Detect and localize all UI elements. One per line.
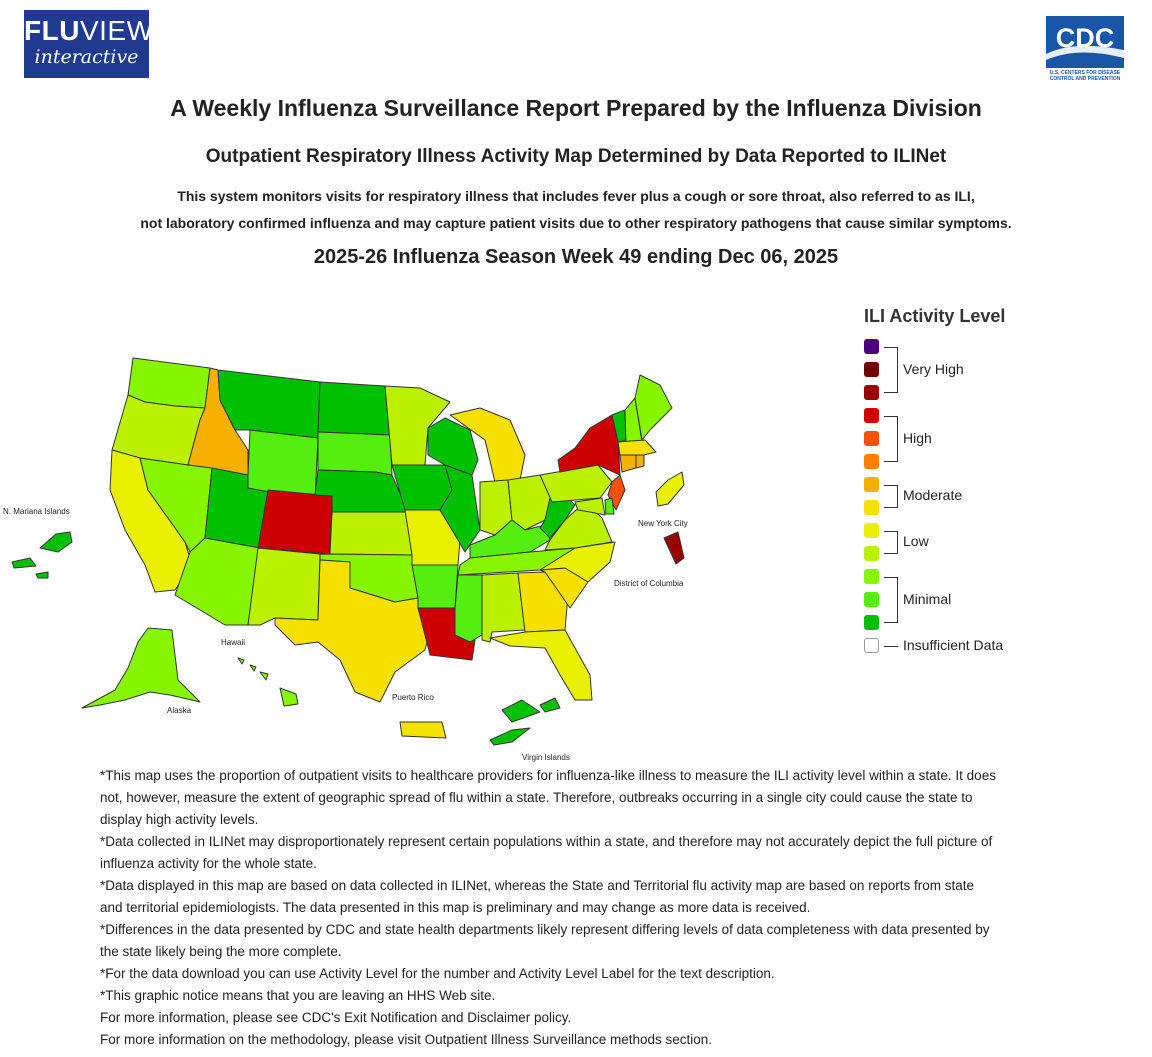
state-mi[interactable] xyxy=(449,407,526,483)
state-md[interactable] xyxy=(574,497,606,516)
state-il[interactable] xyxy=(439,464,481,553)
label-puerto-rico: Puerto Rico xyxy=(392,693,434,702)
state-ny[interactable] xyxy=(557,414,621,476)
legend-label-low: Low xyxy=(903,533,929,549)
fluview-logo-top: FLUVIEW xyxy=(24,15,154,46)
state-wi[interactable] xyxy=(427,417,479,476)
label-mariana: N. Mariana Islands xyxy=(3,507,70,516)
swatch-minimal-2 xyxy=(864,592,879,607)
swatch-high-1 xyxy=(864,408,879,423)
state-ms[interactable] xyxy=(454,574,483,643)
footnote: *This map uses the proportion of outpati… xyxy=(100,768,996,827)
bracket-minimal xyxy=(884,577,898,623)
cdc-logo[interactable]: CDC U.S. CENTERS FOR DISEASE CONTROL AND… xyxy=(1044,14,1126,82)
state-dc[interactable] xyxy=(655,471,685,507)
swatch-very-high-1 xyxy=(864,339,879,354)
legend-label-insufficient: Insufficient Data xyxy=(903,637,1004,653)
legend-label-very-high: Very High xyxy=(903,361,964,377)
swatch-minimal-3 xyxy=(864,615,879,630)
cdc-logo-subtext: U.S. CENTERS FOR DISEASE CONTROL AND PRE… xyxy=(1049,70,1121,82)
bracket-insufficient xyxy=(884,646,898,647)
cdc-logo-text: CDC xyxy=(1056,23,1115,53)
state-wy[interactable] xyxy=(247,429,319,501)
swatch-high-3 xyxy=(864,454,879,469)
swatch-minimal-1 xyxy=(864,569,879,584)
label-alaska: Alaska xyxy=(167,706,192,715)
state-al[interactable] xyxy=(481,572,526,643)
footnote: *For the data download you can use Activ… xyxy=(100,966,775,981)
fluview-logo-bottom: interactive xyxy=(34,46,139,68)
label-virgin-islands: Virgin Islands xyxy=(522,753,570,762)
state-ks[interactable] xyxy=(329,511,413,556)
state-ma[interactable] xyxy=(617,439,657,457)
state-co[interactable] xyxy=(257,489,333,555)
footnote: For more information, please see CDC's E… xyxy=(100,1010,572,1025)
ili-activity-map: N. Mariana Islands New York City Distric… xyxy=(3,357,688,762)
legend-label-minimal: Minimal xyxy=(903,591,952,607)
footnotes: *This map uses the proportion of outpati… xyxy=(100,765,1000,1051)
legend-label-moderate: Moderate xyxy=(903,487,963,503)
page-title: A Weekly Influenza Surveillance Report P… xyxy=(170,95,982,121)
footnote: *Differences in the data presented by CD… xyxy=(100,922,990,959)
footnote: *This graphic notice means that you are … xyxy=(100,988,496,1003)
swatch-very-high-2 xyxy=(864,362,879,377)
label-nyc: New York City xyxy=(638,519,688,528)
state-ak[interactable] xyxy=(81,627,201,709)
footnote: *Data collected in ILINet may disproport… xyxy=(100,834,993,871)
state-nm[interactable] xyxy=(247,547,321,626)
swatch-low-1 xyxy=(864,523,879,538)
state-va[interactable] xyxy=(544,501,613,551)
swatch-insufficient xyxy=(864,638,879,653)
bracket-very-high xyxy=(884,347,898,393)
swatch-moderate-2 xyxy=(864,500,879,515)
state-nyc[interactable] xyxy=(663,531,685,565)
state-fl[interactable] xyxy=(489,629,593,701)
footnote: *Data displayed in this map are based on… xyxy=(100,878,974,915)
bracket-moderate xyxy=(884,485,898,508)
cdc-logo-icon: CDC xyxy=(1046,16,1124,68)
legend: ILI Activity Level Very High High Modera… xyxy=(864,306,1064,653)
state-pa[interactable] xyxy=(539,464,613,503)
footnote: For more information on the methodology,… xyxy=(100,1032,713,1047)
bracket-high xyxy=(884,416,898,462)
state-vi[interactable] xyxy=(489,697,561,746)
state-ct[interactable] xyxy=(619,454,637,473)
bracket-low xyxy=(884,531,898,554)
label-dc: District of Columbia xyxy=(614,579,684,588)
state-mp[interactable] xyxy=(11,531,73,579)
description-line-2: not laboratory confirmed influenza and m… xyxy=(140,215,1012,231)
fluview-logo[interactable]: FLUVIEW interactive xyxy=(24,10,154,78)
state-ar[interactable] xyxy=(411,564,459,609)
state-sd[interactable] xyxy=(317,431,393,476)
state-pr[interactable] xyxy=(399,721,447,739)
legend-title: ILI Activity Level xyxy=(864,306,1006,326)
swatch-very-high-3 xyxy=(864,385,879,400)
page-subtitle: Outpatient Respiratory Illness Activity … xyxy=(205,146,947,167)
state-hi[interactable] xyxy=(237,657,299,707)
state-de[interactable] xyxy=(604,497,615,515)
description-line-1: This system monitors visits for respirat… xyxy=(177,188,975,204)
label-hawaii: Hawaii xyxy=(221,638,245,647)
swatch-low-2 xyxy=(864,546,879,561)
swatch-high-2 xyxy=(864,431,879,446)
swatch-moderate-1 xyxy=(864,477,879,492)
state-me[interactable] xyxy=(634,374,673,441)
legend-label-high: High xyxy=(903,430,932,446)
state-tx[interactable] xyxy=(274,559,431,703)
season-week-heading: 2025-26 Influenza Season Week 49 ending … xyxy=(313,246,839,268)
state-ri[interactable] xyxy=(635,454,645,469)
state-nd[interactable] xyxy=(317,381,391,436)
